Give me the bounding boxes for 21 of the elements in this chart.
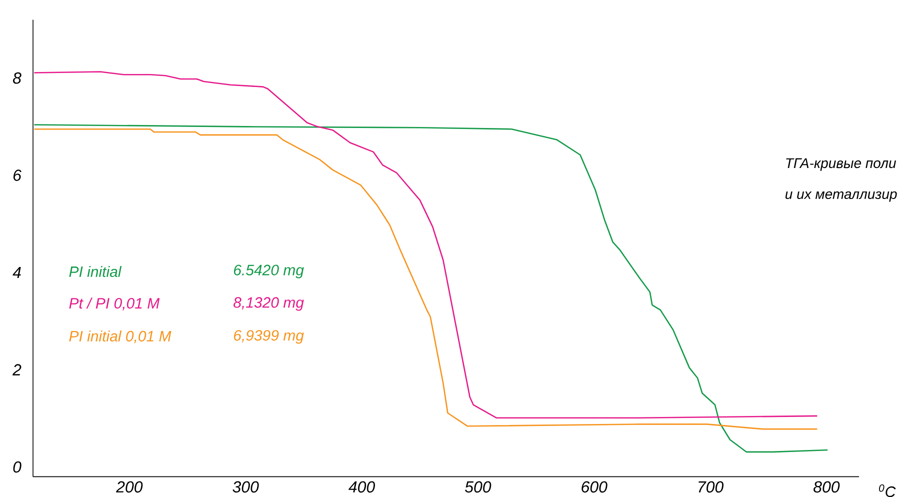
y-tick-label: 0 [13,461,22,473]
x-tick-label: 400 [348,481,375,493]
x-axis-title: $^{0}$C [878,484,896,497]
text: PI initial 0,01 M [69,330,172,344]
annotation: 8,1320 mg [234,297,304,311]
y-tick-label: 4 [12,267,21,278]
y-tick-label: 6 [13,170,22,181]
x-tick-label: 500 [464,481,492,493]
x-tick-label: 700 [698,481,724,493]
annotation: 6.5420 mg [234,264,304,278]
text: Pt / PI 0,01 M [69,298,160,310]
text: PI initial [69,266,122,278]
y-tick-label: 8 [13,72,22,84]
annotation: 6,9399 mg [234,330,304,344]
annotation: ТГА-кривые поли [786,158,896,171]
x-tick-label: 300 [232,481,259,493]
x-tick-label: 600 [582,481,608,493]
y-tick-label: 2 [12,364,22,376]
x-tick-label: 200 [116,481,143,493]
annotation: и их металлизир [785,191,897,202]
x-tick-label: 800 [814,481,840,493]
